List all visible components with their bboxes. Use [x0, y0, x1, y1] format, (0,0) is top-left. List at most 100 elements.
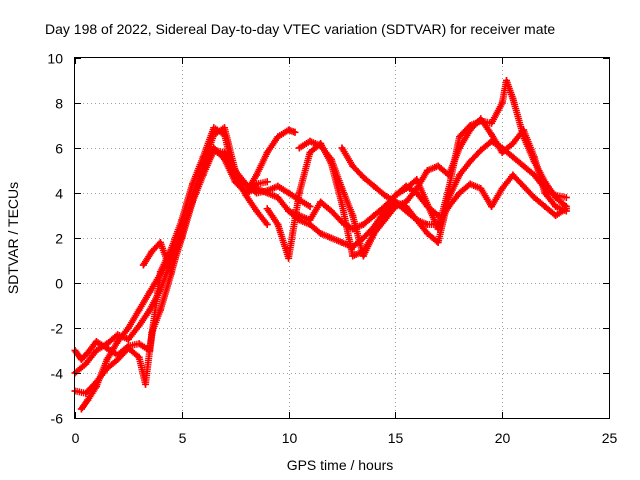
- data-point: [338, 200, 346, 208]
- series-track-6: [263, 137, 570, 262]
- data-point: [317, 198, 325, 206]
- data-point: [562, 194, 570, 201]
- data-point: [285, 207, 293, 215]
- series-track-8: [295, 115, 570, 260]
- data-point: [434, 239, 442, 246]
- grid: [75, 58, 609, 418]
- data-point: [466, 158, 474, 165]
- data-point: [253, 185, 261, 192]
- data-point: [263, 221, 271, 228]
- data-point: [139, 261, 147, 269]
- data-point: [562, 205, 570, 213]
- data-point: [456, 133, 463, 141]
- data-point: [477, 185, 485, 192]
- data-point: [156, 306, 164, 314]
- y-tick-label: 0: [55, 276, 63, 292]
- y-tick-label: 6: [55, 141, 63, 157]
- x-tick-label: 10: [282, 430, 298, 446]
- data-point: [274, 133, 282, 141]
- data-point: [135, 353, 143, 361]
- data-point: [413, 185, 421, 192]
- x-axis-label: GPS time / hours: [287, 457, 394, 473]
- data-point: [221, 124, 228, 132]
- data-point: [253, 207, 261, 215]
- data-point: [509, 171, 517, 179]
- data-point: [477, 146, 485, 154]
- data-point: [477, 115, 485, 123]
- data-point: [124, 324, 132, 332]
- y-axis-label: SDTVAR / TECUs: [5, 182, 21, 294]
- data-point: [114, 338, 122, 345]
- data-point: [445, 171, 453, 179]
- data-point: [520, 126, 528, 134]
- data-point: [445, 203, 453, 210]
- data-point: [92, 378, 100, 386]
- data-point: [295, 189, 303, 197]
- data-point: [146, 306, 154, 314]
- data-point: [317, 142, 325, 150]
- data-point: [520, 182, 528, 190]
- data-point: [456, 189, 463, 197]
- data-point: [156, 286, 164, 294]
- data-point: [402, 185, 410, 192]
- data-point: [263, 205, 271, 213]
- data-point: [552, 203, 560, 210]
- data-point: [509, 95, 517, 102]
- data-point: [103, 365, 111, 372]
- data-point: [114, 356, 122, 363]
- x-tick-labels: 0 5 10 15 20 25: [72, 430, 618, 446]
- data-point: [210, 131, 218, 138]
- data-point: [466, 126, 474, 134]
- data-point: [552, 194, 560, 201]
- data-point: [124, 344, 132, 352]
- data-point: [413, 216, 421, 224]
- data-point: [530, 194, 538, 201]
- data-point: [82, 389, 90, 397]
- data-point: [391, 191, 399, 199]
- data-point: [466, 180, 474, 188]
- data-point: [199, 162, 207, 170]
- data-point: [338, 144, 346, 152]
- data-point: [402, 198, 410, 206]
- data-point: [423, 230, 431, 237]
- data-point: [541, 189, 549, 197]
- data-point: [189, 194, 196, 201]
- data-point: [263, 149, 271, 156]
- data-point: [242, 189, 250, 197]
- data-point: [338, 185, 346, 192]
- data-point: [84, 349, 92, 357]
- data-point: [306, 149, 314, 156]
- data-point: [306, 137, 314, 145]
- data-point: [530, 153, 538, 161]
- data-point: [434, 162, 442, 170]
- x-tick-label: 5: [179, 430, 187, 446]
- x-tick-label: 15: [388, 430, 404, 446]
- data-point: [146, 288, 154, 296]
- data-point: [306, 203, 314, 210]
- data-point: [338, 239, 346, 246]
- data-point: [381, 216, 389, 224]
- data-point: [503, 77, 510, 84]
- data-point: [295, 212, 303, 219]
- series-group: [71, 77, 570, 413]
- data-point: [359, 221, 367, 228]
- data-point: [148, 329, 156, 336]
- data-point: [263, 178, 271, 186]
- x-tick-label: 0: [72, 430, 80, 446]
- data-point: [156, 239, 164, 246]
- data-point: [509, 140, 517, 147]
- series-track-1: [71, 124, 299, 363]
- data-point: [391, 198, 399, 206]
- data-point: [370, 212, 378, 219]
- data-point: [317, 230, 325, 237]
- data-point: [423, 167, 431, 174]
- data-point: [456, 144, 463, 152]
- data-point: [84, 396, 92, 404]
- data-point: [231, 178, 239, 186]
- series-track-9: [338, 144, 570, 228]
- y-tick-label: -2: [51, 321, 64, 337]
- data-point: [148, 248, 156, 255]
- data-point: [274, 194, 282, 201]
- series-markers: [263, 137, 570, 262]
